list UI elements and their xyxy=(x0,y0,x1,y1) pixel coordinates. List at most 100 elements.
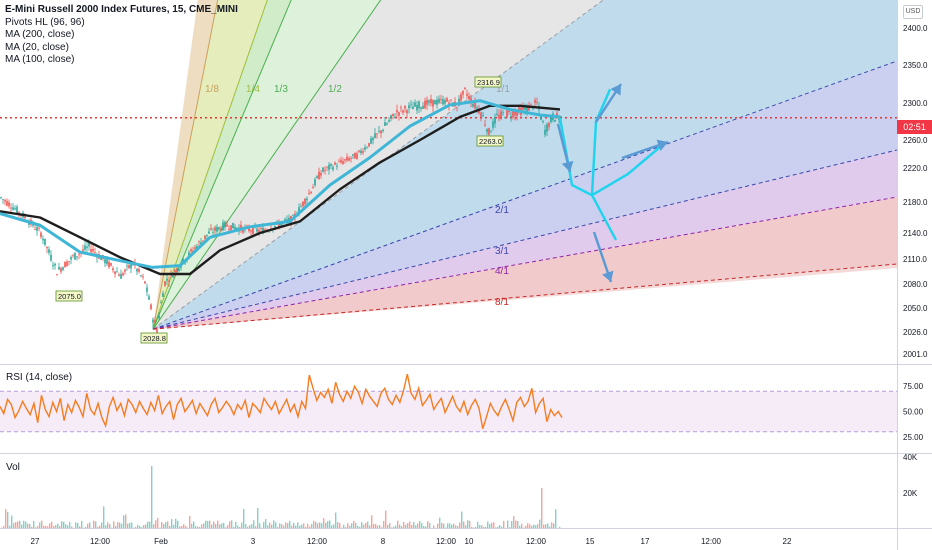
candle-body xyxy=(370,138,372,144)
arrow-down-head xyxy=(602,270,614,282)
volume-bar xyxy=(241,522,243,528)
indicator-pivots[interactable]: Pivots HL (96, 96) xyxy=(5,16,85,28)
volume-bar xyxy=(519,525,521,528)
candle-body xyxy=(312,187,314,189)
volume-bar xyxy=(469,520,471,528)
fan-label-3-1: 3/1 xyxy=(495,246,509,257)
candle-body xyxy=(344,159,346,161)
candle-body xyxy=(106,259,108,265)
price-tick-label: 2300.0 xyxy=(903,99,928,108)
candle-body xyxy=(334,162,336,165)
volume-bar xyxy=(365,522,367,528)
candle-body xyxy=(536,101,538,103)
volume-tick-label: 40K xyxy=(903,453,918,462)
candle-body xyxy=(252,226,254,234)
candle-body xyxy=(356,153,358,159)
currency-badge[interactable]: USD xyxy=(903,5,923,19)
volume-bar xyxy=(89,522,91,528)
volume-bar xyxy=(539,519,541,528)
volume-bar xyxy=(77,523,79,528)
candle-body xyxy=(456,106,458,108)
volume-bar xyxy=(227,525,229,528)
volume-bar xyxy=(295,525,297,528)
volume-bar xyxy=(309,526,311,528)
volume-bar xyxy=(177,520,179,528)
indicator-ma-200[interactable]: MA (200, close) xyxy=(5,29,75,40)
candle-body xyxy=(314,179,316,186)
rsi-tick-label: 50.00 xyxy=(903,408,924,417)
candle-body xyxy=(430,98,432,104)
volume-bar xyxy=(347,523,349,528)
volume-bar xyxy=(541,488,543,528)
volume-bar xyxy=(151,466,153,528)
volume-bar xyxy=(185,525,187,528)
volume-bar xyxy=(213,521,215,528)
candle-body xyxy=(546,124,548,132)
volume-bar xyxy=(47,526,49,528)
volume-bar xyxy=(417,523,419,528)
candle-body xyxy=(328,164,330,170)
candle-body xyxy=(402,110,404,113)
volume-bar xyxy=(419,521,421,528)
volume-bar xyxy=(405,524,407,528)
candle-body xyxy=(310,191,312,194)
price-tick-label: 2140.0 xyxy=(903,229,928,238)
projection-path-right xyxy=(591,146,661,197)
candle-body xyxy=(74,252,76,260)
volume-bar xyxy=(263,522,265,528)
candle-body xyxy=(368,143,370,147)
candle-body xyxy=(480,112,482,117)
volume-bar xyxy=(413,522,415,528)
volume-bar xyxy=(163,524,165,528)
indicator-ma-100[interactable]: MA (100, close) xyxy=(5,54,75,65)
volume-bar xyxy=(145,524,147,528)
fan-label-1-1: 1/1 xyxy=(496,84,510,95)
candle-body xyxy=(126,265,128,267)
volume-bar xyxy=(19,520,21,528)
candle-body xyxy=(384,122,386,127)
candle-body xyxy=(332,167,334,170)
candle-body xyxy=(68,261,70,262)
candle-body xyxy=(218,227,220,230)
volume-bar xyxy=(477,521,479,528)
candle-body xyxy=(352,154,354,156)
volume-bar xyxy=(161,522,163,528)
candle-body xyxy=(492,121,494,128)
candle-body xyxy=(120,273,122,279)
volume-pane-title[interactable]: Vol xyxy=(6,462,20,473)
price-tick-label: 2050.0 xyxy=(903,304,928,313)
volume-bar xyxy=(59,526,61,528)
chart-title: E-Mini Russell 2000 Index Futures, 15, C… xyxy=(5,4,238,15)
volume-bar xyxy=(27,523,29,528)
rsi-pane-title[interactable]: RSI (14, close) xyxy=(6,372,73,383)
volume-bar xyxy=(313,520,315,528)
candle-body xyxy=(248,228,250,232)
volume-bar xyxy=(373,523,375,528)
candle-body xyxy=(162,293,164,297)
candle-body xyxy=(84,245,86,250)
volume-bar xyxy=(33,520,35,528)
volume-bar xyxy=(555,509,557,528)
indicator-ma-20[interactable]: MA (20, close) xyxy=(5,41,69,53)
volume-bar xyxy=(379,525,381,528)
candle-body xyxy=(324,169,326,171)
candle-body xyxy=(386,123,388,125)
volume-bar xyxy=(87,523,89,528)
volume-bar xyxy=(301,524,303,528)
candle-body xyxy=(54,263,56,266)
volume-bar xyxy=(95,521,97,528)
candle-body xyxy=(360,150,362,154)
candle-body xyxy=(154,320,156,323)
volume-bar xyxy=(99,525,101,528)
volume-bar xyxy=(511,521,513,528)
volume-bar xyxy=(243,508,245,528)
candle-body xyxy=(292,215,294,217)
pivot-label-box-1 xyxy=(140,332,168,344)
candle-body xyxy=(230,225,232,231)
volume-bar xyxy=(153,524,155,528)
volume-bar xyxy=(443,523,445,528)
candle-body xyxy=(216,226,218,232)
candle-body xyxy=(264,229,266,231)
volume-bar xyxy=(31,526,33,528)
